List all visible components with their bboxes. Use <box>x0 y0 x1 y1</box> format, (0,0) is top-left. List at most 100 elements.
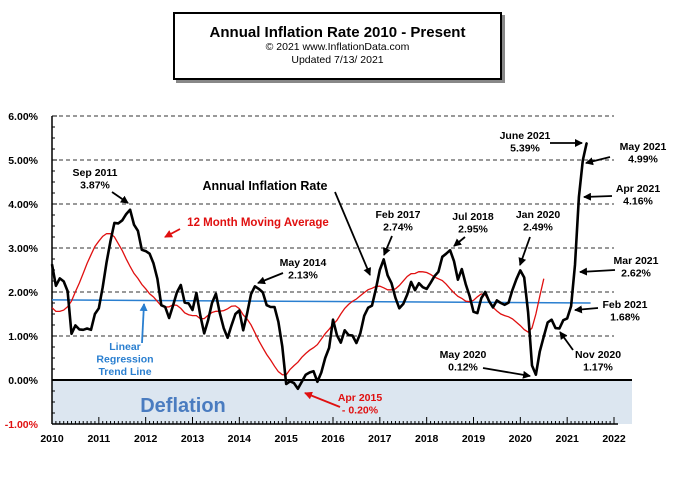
data-point <box>476 312 479 314</box>
data-point <box>281 345 284 348</box>
data-point <box>168 317 170 319</box>
x-tick-label: 2016 <box>321 433 345 445</box>
data-point <box>581 159 584 162</box>
data-point <box>172 304 174 307</box>
data-point <box>129 208 131 211</box>
annotation-ma-text: 12 Month Moving Average <box>187 217 329 229</box>
data-point <box>433 275 436 277</box>
data-point <box>183 301 186 304</box>
data-point <box>152 262 155 265</box>
data-point <box>187 302 190 305</box>
annotation-ma-arrow <box>164 228 181 238</box>
data-point <box>70 333 73 335</box>
data-point <box>429 281 432 284</box>
data-point <box>351 334 354 337</box>
data-point <box>156 278 159 280</box>
data-point <box>215 292 217 295</box>
data-point <box>258 288 260 290</box>
data-point <box>562 319 565 321</box>
data-point <box>160 304 163 307</box>
annotation-feb2021-text: Feb 2021 <box>603 299 648 311</box>
annotation-deflation-text: Deflation <box>140 395 226 417</box>
data-point <box>503 303 506 306</box>
data-point <box>78 328 81 331</box>
data-point <box>304 373 307 376</box>
data-point <box>554 327 557 329</box>
data-point <box>542 335 545 338</box>
data-point <box>492 306 494 309</box>
data-point <box>164 306 166 308</box>
data-point <box>230 324 233 327</box>
data-point <box>468 295 471 297</box>
data-point <box>332 318 334 321</box>
moving-average-line <box>51 232 545 376</box>
data-point <box>515 278 518 281</box>
annotation-sep2011-arrow <box>111 191 129 204</box>
deflation-area <box>52 380 632 424</box>
data-point <box>355 342 358 344</box>
data-point <box>312 370 315 373</box>
data-point <box>367 307 369 309</box>
data-point <box>500 302 502 304</box>
data-point <box>558 327 561 330</box>
x-tick-label: 2019 <box>462 433 486 445</box>
data-point <box>66 290 69 292</box>
data-point <box>570 305 572 307</box>
data-point <box>578 196 580 198</box>
data-point <box>269 306 272 308</box>
annotation-apr2015-arrow <box>304 391 341 408</box>
x-tick-label: 2011 <box>87 433 110 445</box>
annotation-trend-text: Regression <box>96 354 153 366</box>
annotation-jul2018-arrow <box>453 236 466 247</box>
data-point <box>539 350 541 353</box>
data-point <box>51 263 53 266</box>
data-point <box>101 286 104 288</box>
data-point <box>375 288 377 290</box>
data-point <box>246 312 248 315</box>
data-point <box>94 313 96 315</box>
data-point <box>449 249 451 251</box>
data-point <box>285 383 287 385</box>
data-point <box>90 329 92 331</box>
data-point <box>191 309 194 311</box>
updated-line: Updated 7/13/ 2021 <box>291 54 384 66</box>
annotation-may2014-text: 2.13% <box>288 270 318 282</box>
data-point <box>566 317 568 320</box>
y-tick-label: -1.00% <box>5 419 39 431</box>
data-point <box>293 382 295 384</box>
data-point <box>425 288 428 290</box>
annotation-apr2021-text: 4.16% <box>623 196 653 208</box>
data-point <box>402 303 405 305</box>
data-point <box>340 341 342 344</box>
data-point <box>219 312 221 314</box>
data-point <box>86 327 88 330</box>
data-point <box>226 336 229 339</box>
data-point <box>121 219 124 222</box>
data-point <box>125 213 127 215</box>
data-point <box>496 299 498 302</box>
annotation-nov2020-text: Nov 2020 <box>575 349 621 361</box>
annotation-air-arrow <box>334 191 371 276</box>
data-point <box>117 222 120 225</box>
annotation-feb2017-arrow <box>383 235 393 256</box>
annotation-nov2020-arrow <box>559 331 574 351</box>
annotation-may2021-text: 4.99% <box>628 154 658 166</box>
x-tick-label: 2014 <box>228 433 252 445</box>
data-point <box>336 334 338 336</box>
data-point <box>195 292 198 294</box>
data-point <box>453 260 455 263</box>
data-point <box>441 255 444 258</box>
data-point <box>105 261 108 263</box>
annotation-mar2021-text: Mar 2021 <box>614 255 659 267</box>
data-point <box>464 283 467 285</box>
annotation-jan2020-text: 2.49% <box>523 222 553 234</box>
x-tick-label: 2018 <box>415 433 439 445</box>
annotation-may2020-arrow <box>482 367 531 379</box>
title-box: Annual Inflation Rate 2010 - Present © 2… <box>173 12 502 80</box>
data-point <box>457 278 459 281</box>
annotation-apr2021-arrow <box>583 192 613 201</box>
data-point <box>484 291 487 293</box>
annotation-trend-text: Trend Line <box>98 366 151 378</box>
data-point <box>148 252 151 255</box>
